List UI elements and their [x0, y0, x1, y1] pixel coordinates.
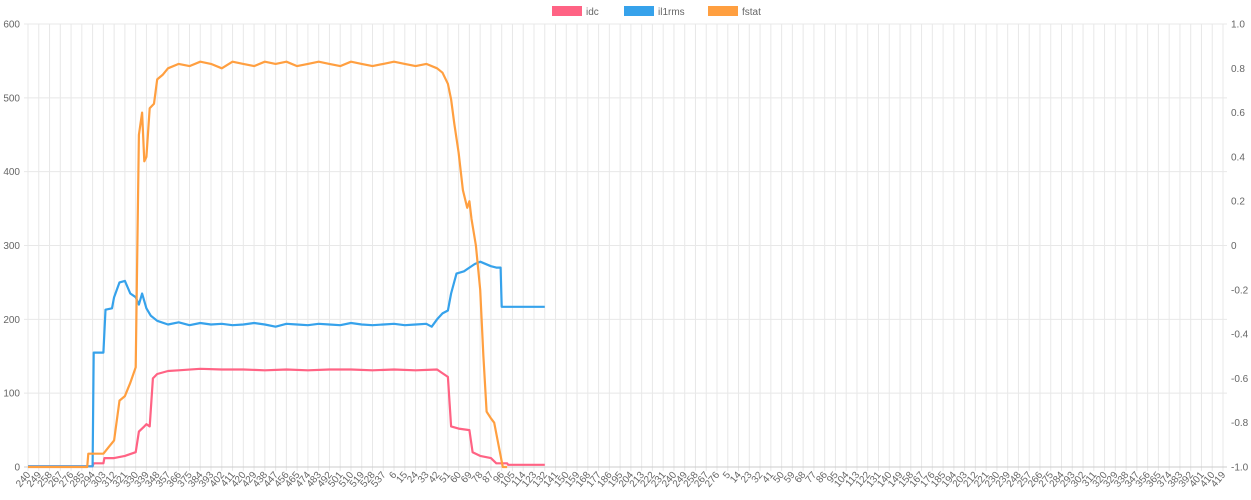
legend[interactable]: idc il1rms fstat: [552, 6, 761, 18]
x-axis: 2402492582672762852943033123213303393483…: [14, 470, 1228, 490]
y-right-tick-label: -0.8: [1231, 418, 1249, 429]
legend-item-il1rms[interactable]: il1rms: [624, 6, 685, 18]
series-line-idc: [28, 367, 545, 468]
series-lines: [28, 60, 545, 469]
legend-label: il1rms: [658, 7, 685, 18]
y-right-tick-label: -0.4: [1231, 330, 1249, 341]
y-axis-left: 0 100 200 300 400 500 600: [3, 20, 20, 474]
series-line-il1rms: [28, 260, 545, 468]
y-left-tick-label: 0: [14, 463, 20, 474]
y-right-tick-label: 0.6: [1231, 108, 1245, 119]
legend-item-idc[interactable]: idc: [552, 6, 599, 18]
y-left-tick-label: 300: [3, 241, 20, 252]
y-left-tick-label: 200: [3, 315, 20, 326]
legend-swatch: [708, 6, 738, 16]
y-right-tick-label: 0.4: [1231, 152, 1245, 163]
y-left-tick-label: 100: [3, 389, 20, 400]
x-tick-label: 6: [387, 470, 399, 482]
grid-lines: [24, 23, 1227, 471]
y-right-tick-label: -0.6: [1231, 374, 1249, 385]
y-right-tick-label: 1.0: [1231, 20, 1245, 31]
series-line-fstat: [28, 60, 508, 469]
y-left-tick-label: 600: [3, 20, 20, 31]
legend-label: fstat: [742, 7, 761, 18]
y-axis-right: -1.0 -0.8 -0.6 -0.4 -0.2 0 0.2 0.4 0.6 0.8 1.0: [1231, 20, 1249, 474]
legend-label: idc: [586, 7, 599, 18]
y-left-tick-label: 500: [3, 93, 20, 104]
legend-swatch: [552, 6, 582, 16]
y-left-tick-label: 400: [3, 167, 20, 178]
x-tick-label: 5: [721, 470, 733, 482]
legend-item-fstat[interactable]: fstat: [708, 6, 761, 18]
y-right-tick-label: 0: [1231, 241, 1237, 252]
y-right-tick-label: 0.8: [1231, 64, 1245, 75]
y-right-tick-label: 0.2: [1231, 197, 1245, 208]
y-right-tick-label: -1.0: [1231, 463, 1249, 474]
legend-swatch: [624, 6, 654, 16]
y-right-tick-label: -0.2: [1231, 285, 1249, 296]
